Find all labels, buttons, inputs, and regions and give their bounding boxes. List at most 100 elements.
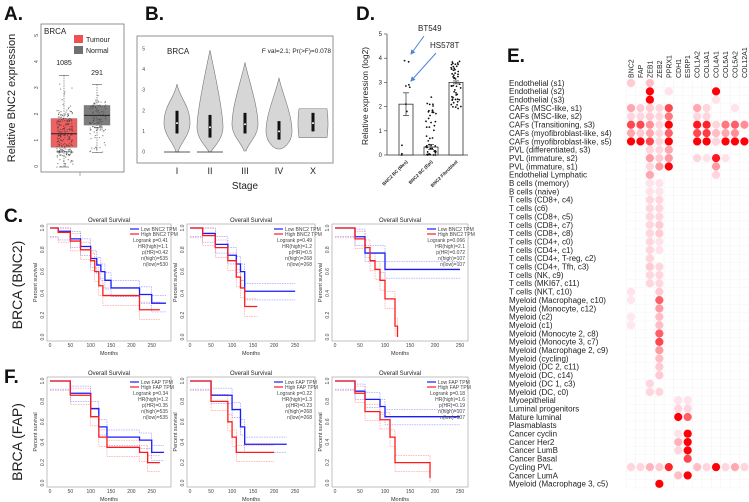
row-label: Myeloid (Monocyte, c12) [509,304,596,313]
y-tick-label: 0 [379,153,383,159]
jitter-point: × [57,162,59,166]
jitter-point: × [64,135,66,139]
y-tick-label: 0.4 [325,290,331,297]
jitter-point: × [96,125,98,129]
jitter-point: × [68,106,70,110]
data-point [451,62,454,65]
jitter-point: × [58,117,60,121]
jitter-point: × [57,137,59,141]
jitter-point: × [68,127,70,131]
x-axis-label: Months [391,497,409,502]
jitter-point: × [61,148,63,152]
x-tick-label: 100 [228,343,237,349]
jitter-point: × [62,113,64,117]
jitter-point: × [96,128,98,132]
row-label: PVL (differentiated, s3) [509,146,591,155]
jitter-point: × [95,145,97,149]
row-label: PVL (immature, s1) [509,162,578,171]
x-tick-label: 250 [291,343,300,349]
jitter-point: × [58,130,60,134]
jitter-point: × [69,152,71,156]
heat-dot [711,170,721,179]
ci-upper-high [50,380,160,456]
jitter-point: × [56,150,58,154]
jitter-point: × [105,128,107,132]
heat-dot [655,262,664,271]
jitter-point: × [92,110,94,114]
jitter-point: × [97,126,99,130]
data-point [452,74,455,77]
data-point [429,147,432,150]
jitter-point: × [100,124,102,128]
x-tick-label: 150 [249,489,258,495]
x-axis-label: Months [100,497,118,502]
jitter-point: × [69,137,71,141]
median-dot [244,123,246,126]
x-tick-label: 150 [107,343,116,349]
jitter-point: × [58,120,60,124]
heat-dot [645,154,655,163]
y-tick-label: 0.8 [325,246,331,253]
y-axis-label: Percent survival [33,412,39,451]
jitter-point: × [62,148,64,152]
data-point [404,103,407,106]
heat-dot [626,312,636,321]
row-label: Myeloid (Monocyte 3, c7) [509,338,599,347]
jitter-point: × [59,150,61,154]
y-tick-label: 0.4 [40,439,46,446]
heat-dot [693,112,702,121]
jitter-point: × [99,118,101,122]
stat-text: n(low)=107 [440,415,465,421]
jitter-point: × [94,102,96,106]
data-point [458,98,461,101]
heat-dot [655,296,664,305]
jitter-point: × [62,154,64,158]
jitter-point: × [66,130,68,134]
data-point [400,154,403,156]
row-label: Cancer LumB [509,446,558,455]
stat-text: n(low)=530 [143,262,168,268]
ci-lower-low [50,388,164,461]
row-label: T cells (CD8+, c7) [509,221,573,230]
jitter-point: × [101,110,103,114]
jitter-point: × [58,111,60,115]
stat-text: p(HR)=0.072 [436,250,465,256]
heat-dot [626,463,636,472]
row-label: B cells (naive) [509,187,560,196]
jitter-point: × [56,149,58,153]
jitter-point: × [64,90,66,94]
heat-dot [655,129,664,138]
jitter-point: × [59,153,61,157]
stat-text: Logrank p=0.34 [133,391,168,397]
panel-label-c: C. [4,206,23,227]
x-tick-label: 100 [381,343,390,349]
jitter-point: × [67,113,69,117]
jitter-point: × [59,149,61,153]
stat-text: HR(high)=1.3 [282,397,312,403]
jitter-point: × [68,135,70,139]
jitter-point: × [60,133,62,137]
x-tick-label: 50 [357,343,363,349]
jitter-point: × [103,129,105,133]
jitter-point: × [67,148,69,152]
jitter-point: × [65,155,67,159]
jitter-point: × [105,100,107,104]
jitter-point: × [65,110,67,114]
jitter-point: × [60,138,62,142]
jitter-point: × [89,106,91,110]
jitter-point: × [63,133,65,137]
y-tick-label: 0 [142,150,145,156]
jitter-point: × [62,119,64,123]
jitter-point: × [100,127,102,131]
jitter-point: × [61,127,63,131]
jitter-point: × [68,135,70,139]
jitter-point: × [68,149,70,153]
jitter-point: × [58,136,60,140]
row-label: T cells (CD4+, c1) [509,246,573,255]
y-tick-label: 0.8 [40,246,46,253]
stat-text: n(high)=107 [438,256,465,262]
row-label: Luminal progenitors [509,404,579,413]
data-point [457,70,460,73]
heat-dot [683,471,692,480]
